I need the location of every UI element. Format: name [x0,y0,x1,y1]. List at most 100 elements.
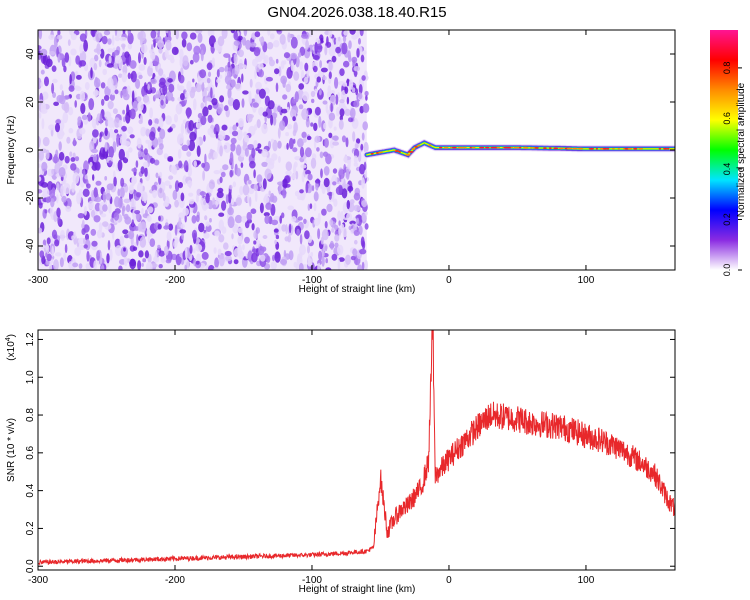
noise-blob [131,219,135,227]
noise-blob [163,153,169,160]
noise-blob [320,37,324,43]
noise-blob [184,247,188,259]
noise-blob [314,179,321,184]
noise-blob [248,180,252,185]
noise-blob [237,35,243,41]
spectrogram-noise-region [38,30,370,270]
noise-blob [252,58,258,67]
noise-blob [201,251,209,260]
noise-blob [361,75,366,81]
noise-blob [304,230,310,240]
noise-blob [84,82,90,90]
noise-blob [109,128,114,139]
noise-blob [166,54,174,61]
noise-blob [299,189,304,194]
noise-blob [313,217,320,227]
noise-blob [203,134,206,142]
noise-blob [285,170,292,176]
noise-blob [200,49,204,62]
noise-blob [113,176,117,187]
ridge-peak [394,150,400,152]
noise-blob [359,30,364,37]
noise-blob [321,229,329,241]
ridge-peak [443,146,449,149]
noise-blob [107,48,114,53]
noise-blob [227,87,232,99]
noise-blob [142,161,149,169]
noise-blob [40,81,43,88]
noise-blob [114,89,119,95]
noise-blob [159,171,163,179]
noise-blob [360,54,365,63]
ridge-peak [464,146,467,149]
noise-blob [293,71,300,81]
noise-blob [68,30,73,36]
noise-blob [206,62,213,71]
noise-blob [235,82,242,91]
noise-blob [107,240,111,251]
noise-blob [59,84,63,91]
noise-blob [321,184,326,195]
noise-blob [328,112,336,121]
noise-blob [298,83,305,90]
noise-blob [240,162,244,169]
noise-blob [335,186,343,196]
noise-blob [168,83,175,93]
noise-blob [163,225,170,230]
noise-blob [95,180,102,186]
noise-blob [364,223,369,230]
noise-blob [249,42,257,48]
noise-blob [56,182,60,191]
noise-blob [57,53,61,63]
noise-blob [66,136,71,144]
noise-blob [352,248,358,256]
noise-blob [344,86,349,95]
noise-blob [303,218,307,224]
noise-blob [323,122,327,130]
noise-blob [129,258,137,270]
noise-blob [81,114,88,121]
snr-x-label: Height of straight line (km) [299,584,416,595]
noise-blob [339,68,345,76]
noise-blob [197,112,203,119]
noise-blob [196,122,201,129]
noise-blob [257,143,262,149]
noise-blob [272,139,278,152]
noise-blob [64,243,68,254]
noise-blob [261,149,269,158]
noise-blob [287,32,291,43]
noise-blob [158,250,165,257]
noise-blob [168,175,174,180]
ridge-peak [510,146,514,149]
noise-blob [213,247,217,254]
noise-blob [324,45,328,56]
noise-blob [189,32,197,40]
noise-blob [40,69,45,75]
noise-blob [316,43,323,53]
noise-blob [45,149,50,160]
x-tick-label: 0 [446,575,452,586]
noise-blob [40,48,48,57]
noise-blob [229,202,232,214]
noise-blob [117,188,121,196]
noise-blob [242,244,245,251]
noise-blob [177,133,184,145]
noise-blob [145,209,148,217]
noise-blob [216,191,224,199]
noise-blob [223,145,228,150]
noise-blob [255,81,262,90]
noise-blob [280,108,288,114]
noise-blob [264,168,272,180]
ridge-peak [378,151,383,154]
noise-blob [153,94,161,99]
noise-blob [236,129,243,141]
noise-blob [107,38,112,45]
noise-blob [210,87,213,99]
noise-blob [160,255,166,264]
noise-blob [316,147,320,152]
noise-blob [51,168,55,175]
noise-blob [248,187,255,195]
noise-blob [102,204,108,212]
noise-blob [129,108,136,120]
noise-blob [298,262,304,270]
